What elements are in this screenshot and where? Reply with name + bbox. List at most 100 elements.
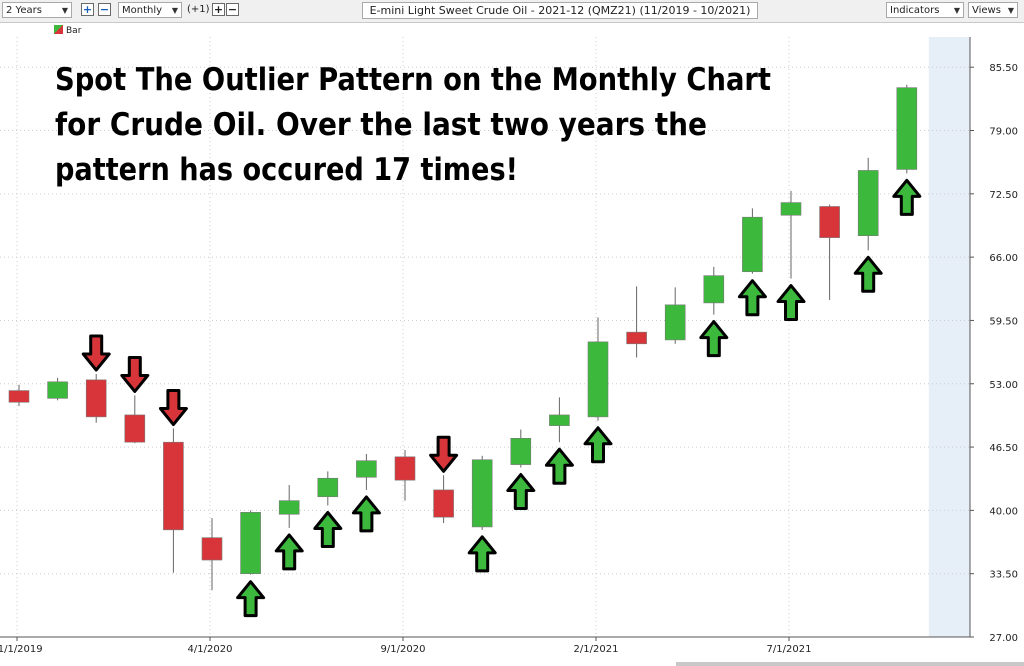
up-arrow-icon	[467, 535, 497, 573]
candle[interactable]	[240, 510, 261, 575]
candle-body	[896, 87, 918, 170]
up-arrow-icon	[583, 426, 613, 464]
down-arrow-icon	[429, 435, 459, 473]
candle[interactable]	[85, 374, 107, 423]
y-tick-label: 53.00	[989, 380, 1018, 391]
candle-body	[317, 477, 339, 498]
zoom-in-button[interactable]: +	[81, 3, 94, 16]
x-axis: 11/1/2019 4/1/2020 9/1/2020 2/1/2021 7/1/202…	[0, 636, 970, 655]
period-label: Monthly	[122, 5, 163, 16]
toolbar: 2 Years ▼ + − Monthly ▼ (+1) + − E-mini …	[0, 0, 1024, 23]
up-arrow-icon	[506, 473, 536, 511]
chevron-down-icon: ▼	[61, 6, 68, 15]
legend-label: Bar	[66, 26, 82, 36]
horizontal-scrollbar[interactable]	[676, 662, 1024, 666]
candle[interactable]	[394, 449, 416, 501]
y-tick-label: 40.00	[989, 506, 1018, 517]
period-select[interactable]: Monthly ▼	[118, 2, 182, 18]
candle-body	[201, 537, 223, 561]
x-tick-label: 9/1/2020	[381, 644, 426, 655]
up-arrow-icon	[544, 447, 574, 485]
down-arrow-icon	[158, 389, 188, 427]
grid-lines	[0, 37, 970, 638]
plot-background	[928, 37, 970, 637]
candle[interactable]	[780, 190, 802, 279]
chevron-down-icon: ▼	[171, 6, 178, 15]
annotation-line: for Crude Oil. Over the last two years t…	[55, 107, 707, 143]
y-tick-label: 85.50	[989, 63, 1018, 74]
candle[interactable]	[587, 317, 609, 421]
indicators-label: Indicators	[890, 5, 940, 16]
candle-body	[124, 414, 146, 443]
candle[interactable]	[742, 208, 763, 274]
candle[interactable]	[703, 266, 725, 315]
chevron-down-icon: ▼	[1007, 6, 1014, 15]
x-tick-label: 7/1/2021	[767, 644, 812, 655]
candle-body	[703, 275, 725, 304]
up-arrow-icon	[313, 511, 343, 549]
x-tick-label: 2/1/2021	[574, 644, 619, 655]
candle-body	[356, 460, 377, 478]
y-tick-label: 46.50	[989, 443, 1018, 454]
annotation-text: Spot The Outlier Pattern on the Monthly …	[55, 62, 771, 188]
candle-body	[742, 216, 763, 273]
candle[interactable]	[471, 455, 493, 530]
increment-label: (+1)	[187, 4, 210, 15]
signal-arrows	[81, 178, 922, 618]
candle[interactable]	[857, 157, 879, 251]
candle[interactable]	[8, 384, 30, 407]
candle-body	[819, 206, 840, 238]
down-arrow-icon	[81, 334, 111, 372]
candle[interactable]	[896, 84, 918, 174]
candle-body	[549, 414, 570, 426]
candle-body	[85, 379, 107, 418]
range-select[interactable]: 2 Years ▼	[2, 2, 72, 18]
up-arrow-icon	[351, 495, 381, 533]
up-arrow-icon	[853, 255, 883, 293]
candle[interactable]	[201, 518, 223, 591]
up-arrow-icon	[776, 284, 806, 322]
indicators-select[interactable]: Indicators ▼	[886, 2, 964, 18]
annotation-line: pattern has occured 17 times!	[55, 152, 518, 188]
candle[interactable]	[124, 395, 146, 444]
candle-body	[510, 437, 532, 465]
candle[interactable]	[47, 377, 68, 401]
y-axis: 27.00 33.50 40.00 46.50 53.00 59.50 66.00 72.50…	[969, 37, 1018, 644]
y-tick-label: 72.50	[989, 190, 1018, 201]
candle[interactable]	[356, 453, 377, 490]
candle[interactable]	[317, 471, 339, 506]
candle-body	[433, 489, 454, 518]
candle[interactable]	[433, 475, 454, 524]
increment-remove-button[interactable]: −	[226, 3, 239, 16]
candle-body	[780, 202, 802, 216]
candle[interactable]	[626, 286, 647, 358]
candle[interactable]	[819, 204, 840, 300]
up-arrow-icon	[737, 279, 767, 317]
x-tick-label: 4/1/2020	[188, 644, 233, 655]
range-label: 2 Years	[6, 5, 42, 16]
x-tick-label: 11/1/2019	[0, 644, 43, 655]
down-arrow-icon	[120, 355, 150, 393]
candle[interactable]	[163, 428, 184, 573]
candle-body	[240, 512, 261, 574]
chart-title: E-mini Light Sweet Crude Oil - 2021-12 (…	[362, 2, 758, 19]
candle-body	[163, 441, 184, 531]
candle[interactable]	[278, 485, 300, 528]
up-arrow-icon	[236, 580, 266, 618]
candle-body	[47, 381, 68, 399]
candle[interactable]	[549, 397, 570, 443]
chevron-down-icon: ▼	[953, 6, 960, 15]
candle-body	[8, 390, 30, 403]
candle[interactable]	[664, 287, 686, 344]
candle-body	[471, 459, 493, 528]
up-arrow-icon	[274, 533, 304, 571]
y-tick-label: 27.00	[989, 633, 1018, 644]
zoom-out-button[interactable]: −	[98, 3, 111, 16]
views-label: Views	[972, 5, 1001, 16]
candle[interactable]	[510, 429, 532, 468]
candle-body	[394, 456, 416, 481]
future-region	[928, 37, 970, 637]
views-select[interactable]: Views ▼	[968, 2, 1018, 18]
increment-add-button[interactable]: +	[212, 3, 225, 16]
